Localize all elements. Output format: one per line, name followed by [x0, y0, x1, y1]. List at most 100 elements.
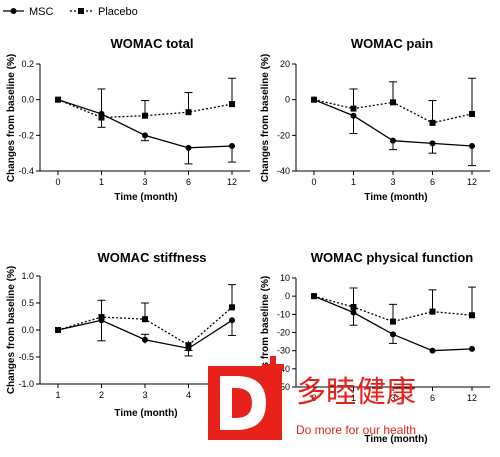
y-tick-label: 0.5 [21, 298, 34, 308]
x-axis-label: Time (month) [364, 434, 427, 445]
y-axis-label: Changes from baseline (%) [260, 276, 271, 404]
plot-area: 1.0 0.5 0.0 -0.5 -1.0 1 2 3 4 [18, 271, 250, 400]
plot-area: 20 0 -20 -40 0 1 3 6 12 [277, 59, 490, 187]
data-point-msc [390, 331, 396, 338]
panel-title: WOMAC physical function [311, 250, 474, 265]
data-point-msc [469, 143, 475, 150]
y-tick-label: -30 [277, 346, 290, 356]
x-tick-label: 2 [99, 390, 104, 400]
legend: MSC Placebo [3, 6, 138, 18]
data-point-msc [142, 132, 148, 139]
x-tick-label: 3 [390, 393, 395, 403]
data-point-msc [429, 140, 436, 147]
data-point-placebo [390, 318, 396, 325]
y-tick-label: -40 [277, 166, 290, 176]
y-tick-label: -0.5 [18, 352, 34, 362]
data-point-placebo [350, 105, 357, 112]
data-point-msc [142, 336, 148, 343]
series-placebo-line [57, 99, 233, 119]
y-tick-label: 20 [280, 59, 290, 69]
x-tick-label: 1 [99, 177, 104, 187]
watermark-subtext: Do more for our health [296, 423, 416, 437]
y-tick-label: 0 [285, 291, 290, 301]
x-tick-label: 1 [351, 393, 356, 403]
x-tick-label: 1 [55, 390, 60, 400]
x-tick-label: 3 [390, 177, 395, 187]
y-tick-label: -0.2 [18, 130, 34, 140]
x-axis-label: Time (month) [364, 192, 427, 203]
data-point-placebo [55, 96, 61, 103]
y-axis-label: Changes from baseline (%) [260, 54, 271, 182]
y-tick-label: 10 [280, 273, 290, 283]
data-point-placebo [429, 308, 436, 315]
y-tick-label: -10 [277, 309, 290, 319]
y-tick-label: -1.0 [18, 379, 34, 389]
y-axis-label: Changes from baseline (%) [6, 54, 17, 182]
panel-title: WOMAC pain [351, 36, 433, 51]
x-tick-label: 0 [311, 177, 316, 187]
y-tick-label: 0.0 [21, 325, 34, 335]
panel-womac-pain: WOMAC pain Changes from baseline (%) Tim… [260, 36, 490, 203]
x-tick-label: 4 [186, 390, 191, 400]
series-placebo-line [313, 295, 473, 323]
x-tick-label: 0 [55, 177, 60, 187]
y-tick-label: 0.0 [21, 95, 34, 105]
y-tick-label: 0 [285, 95, 290, 105]
plot-area: 0.2 0.0 -0.2 -0.4 0 1 3 6 12 [18, 59, 250, 187]
data-point-placebo [311, 293, 317, 300]
data-point-placebo [98, 314, 105, 321]
data-point-placebo [98, 114, 105, 121]
x-tick-label: 3 [142, 390, 147, 400]
panel-womac-physical-function: WOMAC physical function Changes from bas… [260, 250, 490, 445]
x-tick-label: 6 [430, 393, 435, 403]
panel-womac-total: WOMAC total Changes from baseline (%) Ti… [6, 36, 250, 203]
data-point-placebo [229, 101, 235, 108]
y-tick-label: 1.0 [21, 271, 34, 281]
x-tick-label: 0 [311, 393, 316, 403]
legend-msc-label: MSC [29, 6, 54, 18]
data-point-placebo [469, 110, 475, 117]
y-tick-label: -20 [277, 328, 290, 338]
data-point-msc [429, 347, 436, 354]
x-tick-label: 1 [351, 177, 356, 187]
data-point-msc [229, 317, 235, 324]
watermark-logo-letter-counter [232, 388, 252, 418]
data-point-placebo [185, 109, 192, 116]
legend-msc-marker [10, 8, 17, 14]
x-axis-label: Time (month) [114, 192, 177, 203]
data-point-placebo [311, 96, 317, 103]
x-tick-label: 6 [186, 177, 191, 187]
data-point-msc [350, 112, 357, 119]
watermark-plus-icon [262, 356, 284, 378]
x-tick-label: 12 [227, 177, 237, 187]
data-point-msc [185, 144, 192, 151]
data-point-msc [390, 137, 396, 144]
x-tick-label: 12 [467, 393, 477, 403]
y-tick-label: 0.2 [21, 59, 34, 69]
data-point-msc [229, 143, 235, 150]
data-point-placebo [469, 312, 475, 319]
data-point-placebo [390, 99, 396, 106]
x-tick-label: 12 [467, 177, 477, 187]
panel-title: WOMAC stiffness [97, 250, 206, 265]
data-point-placebo [350, 304, 357, 311]
y-tick-label: -0.4 [18, 166, 34, 176]
legend-placebo-label: Placebo [98, 6, 138, 18]
data-point-placebo [229, 304, 235, 311]
data-point-placebo [429, 119, 436, 126]
y-axis-label: Changes from baseline (%) [6, 266, 17, 394]
data-point-placebo [142, 112, 148, 119]
watermark: 多睦健康 Do more for our health [208, 356, 416, 440]
data-point-placebo [185, 342, 192, 349]
x-tick-label: 3 [142, 177, 147, 187]
x-axis-label: Time (month) [114, 408, 177, 419]
y-tick-label: -20 [277, 130, 290, 140]
x-tick-label: 6 [430, 177, 435, 187]
panel-title: WOMAC total [110, 36, 193, 51]
watermark-text: 多睦健康 [296, 376, 416, 409]
data-point-placebo [55, 327, 61, 333]
data-point-placebo [142, 316, 148, 323]
